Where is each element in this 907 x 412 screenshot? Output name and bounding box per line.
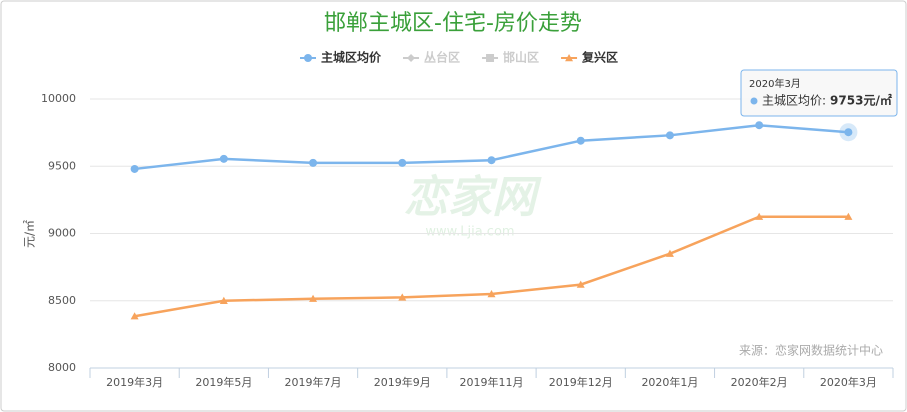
y-tick-label: 9000 bbox=[48, 227, 76, 240]
marker bbox=[407, 54, 416, 62]
marker bbox=[304, 54, 312, 62]
point bbox=[755, 212, 764, 220]
point bbox=[576, 280, 585, 288]
point bbox=[487, 156, 496, 165]
marker bbox=[486, 54, 495, 62]
legend-label: 主城区均价 bbox=[321, 50, 382, 65]
tooltip-value: 9753元/㎡ bbox=[830, 93, 892, 108]
hover-halo bbox=[839, 123, 858, 142]
y-tick-label: 10000 bbox=[41, 92, 76, 105]
source: 来源：恋家网数据统计中心 bbox=[739, 343, 883, 358]
point bbox=[487, 290, 496, 298]
y-tick-label: 8000 bbox=[48, 361, 76, 374]
point bbox=[398, 293, 407, 301]
point bbox=[755, 121, 764, 130]
point bbox=[576, 136, 585, 145]
tooltip-title: 2020年3月 bbox=[749, 77, 801, 90]
watermark: 恋家网 bbox=[404, 172, 542, 223]
x-tick-label: 2020年2月 bbox=[731, 375, 788, 389]
point bbox=[130, 164, 139, 173]
point bbox=[844, 128, 853, 137]
chart-title: 邯郸主城区-住宅-房价走势 bbox=[324, 11, 582, 36]
point bbox=[665, 131, 674, 140]
x-tick-label: 2019年12月 bbox=[549, 375, 613, 389]
x-tick-label: 2019年3月 bbox=[106, 375, 163, 389]
y-tick-label: 8500 bbox=[48, 294, 76, 307]
point bbox=[398, 158, 407, 167]
watermark-url: www.Ljia.com bbox=[425, 225, 514, 240]
x-tick-label: 2019年5月 bbox=[195, 375, 252, 389]
x-tick-label: 2020年3月 bbox=[820, 375, 877, 389]
legend-label: 丛台区 bbox=[424, 50, 460, 65]
tooltip-box bbox=[740, 69, 898, 117]
legend-label: 邯山区 bbox=[503, 50, 539, 65]
point bbox=[309, 158, 318, 167]
x-tick-label: 2019年9月 bbox=[374, 375, 431, 389]
x-tick-label: 2020年1月 bbox=[641, 375, 698, 389]
tooltip-dot bbox=[750, 97, 758, 105]
point bbox=[219, 154, 228, 163]
point bbox=[219, 296, 228, 304]
marker bbox=[565, 54, 574, 62]
tooltip-name: 主城区均价: bbox=[762, 94, 826, 108]
point bbox=[844, 212, 853, 220]
point bbox=[130, 312, 139, 320]
x-tick-label: 2019年7月 bbox=[285, 375, 342, 389]
point bbox=[665, 249, 674, 257]
y-axis-label: 元/㎡ bbox=[23, 220, 37, 248]
y-tick-label: 9500 bbox=[48, 159, 76, 172]
x-tick-label: 2019年11月 bbox=[460, 375, 524, 389]
legend-label: 复兴区 bbox=[581, 50, 618, 65]
point bbox=[309, 294, 318, 302]
